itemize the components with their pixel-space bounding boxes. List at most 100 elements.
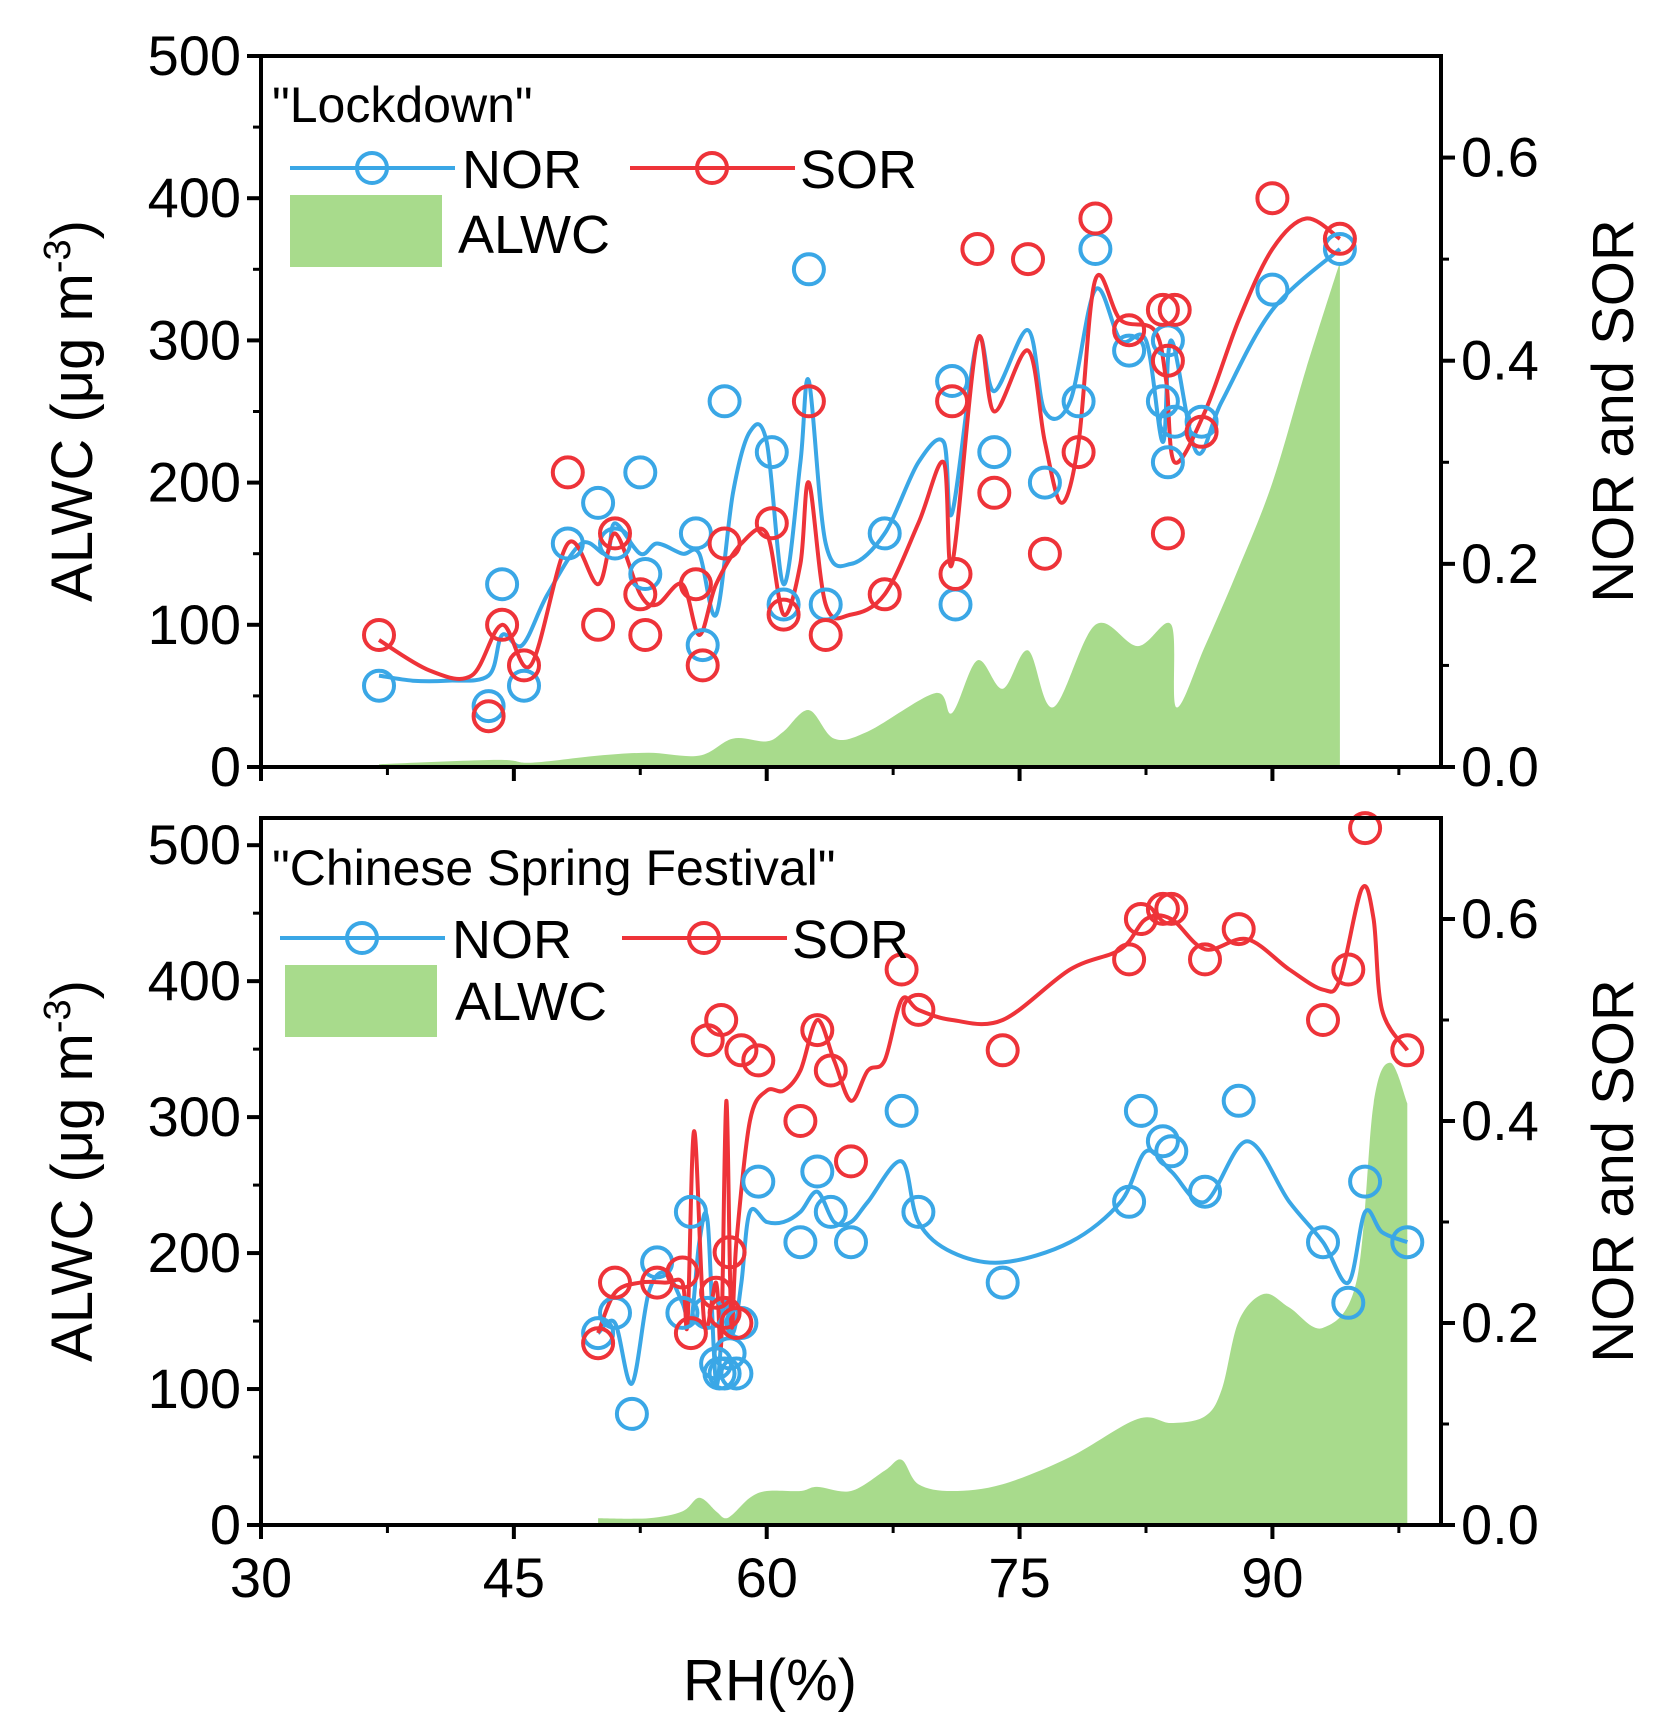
legend-nor-label: NOR (452, 910, 572, 970)
ticks-layer: 0 100 200 300 400 500 0.0 0.2 0.4 0.6 30 45 60 75 90 (148, 813, 1539, 1609)
spring-festival-panel: 0 100 200 300 400 500 0.0 0.2 0.4 0.6 30 45 60 75 90 "… (37, 811, 1646, 1609)
sor-point (813, 1053, 848, 1088)
y2-axis-title: NOR and SOR (1581, 979, 1646, 1363)
plot-frame (259, 816, 1443, 1527)
nor-point (362, 668, 396, 703)
nor-point (707, 384, 742, 419)
sor-point (1184, 414, 1219, 449)
sor-point (598, 516, 632, 551)
y-tick-label: 0 (210, 735, 241, 798)
sor-point (766, 597, 801, 632)
nor-point (977, 435, 1012, 470)
y2-tick-label: 0.4 (1461, 329, 1539, 392)
nor-point (1112, 1184, 1147, 1219)
sor-point (678, 567, 713, 602)
y-tick-label: 400 (148, 166, 241, 229)
sor-point (598, 1265, 632, 1300)
sor-point (1078, 201, 1113, 236)
sor-point (628, 618, 663, 652)
point-layer (581, 811, 1425, 1431)
nor-point (813, 1194, 848, 1229)
nor-point (471, 689, 506, 724)
sor-point (834, 1144, 868, 1179)
sor-point (673, 1316, 708, 1351)
sor-point (1390, 1033, 1425, 1068)
panel-title: "Lockdown" (272, 77, 533, 133)
sor-point (938, 557, 973, 591)
legend-nor-marker (345, 921, 379, 955)
nor-point (884, 1093, 919, 1128)
sor-point (783, 1104, 818, 1138)
legend-nor-label: NOR (462, 140, 582, 200)
nor-point (1188, 1174, 1222, 1209)
y2-tick-label: 0.2 (1461, 1291, 1539, 1354)
y2-tick-label: 0.6 (1461, 887, 1539, 950)
sor-point (1011, 242, 1045, 277)
sor-point (1348, 811, 1383, 846)
sor-point (741, 1043, 776, 1078)
y-axis-title: ALWC (μg m-3) (37, 220, 105, 602)
alwc-area (598, 1062, 1408, 1525)
sor-point (867, 577, 902, 612)
y-tick-label: 300 (148, 1085, 241, 1148)
nor-point (935, 364, 970, 398)
sor-point (1061, 435, 1096, 470)
nor-point (485, 567, 520, 602)
sor-point (1306, 1003, 1340, 1037)
nor-point (1112, 333, 1147, 368)
x-axis-title: RH(%) (683, 1648, 857, 1713)
nor-curve (378, 247, 1342, 684)
nor-point (800, 1154, 835, 1189)
sor-point (1331, 952, 1366, 987)
curve-layer (377, 216, 1342, 684)
panel-title: "Chinese Spring Festival" (272, 840, 836, 896)
sor-point (707, 526, 742, 561)
legend-alwc-swatch (285, 965, 437, 1037)
y2-tick-label: 0.0 (1461, 1493, 1539, 1556)
alwc-area-layer (379, 262, 1340, 767)
x-tick-label: 45 (483, 1546, 545, 1609)
nor-point (581, 1316, 616, 1351)
sor-point (724, 1033, 759, 1068)
nor-point (901, 1194, 936, 1229)
sor-point (977, 475, 1012, 510)
y-tick-label: 200 (148, 451, 241, 514)
sor-point (623, 577, 658, 612)
nor-point (507, 668, 541, 703)
nor-point (754, 435, 789, 470)
sor-point (699, 1275, 734, 1310)
sor-point (507, 648, 541, 683)
sor-point (1221, 912, 1256, 947)
x-tick-label: 75 (988, 1546, 1050, 1609)
nor-point (707, 1356, 742, 1391)
nor-point (1154, 1134, 1189, 1169)
nor-point (1078, 232, 1113, 266)
nor-point (1348, 1164, 1383, 1199)
nor-point (938, 587, 973, 622)
nor-point (867, 516, 902, 551)
sor-point (1322, 221, 1357, 256)
nor-point (1255, 272, 1290, 307)
nor-point (673, 1194, 708, 1229)
sor-point (1112, 313, 1147, 348)
nor-point (685, 628, 720, 663)
legend-sor-label: SOR (800, 140, 917, 200)
x-tick-label: 60 (736, 1546, 798, 1609)
sor-point (808, 618, 843, 652)
sor-point (712, 1235, 747, 1270)
sor-point (791, 384, 826, 419)
nor-point (623, 455, 658, 490)
nor-point (741, 1164, 776, 1199)
sor-point (550, 455, 585, 490)
nor-point (1123, 1093, 1158, 1128)
nor-point (1184, 404, 1219, 439)
nor-point (1027, 465, 1062, 500)
nor-point (719, 1356, 754, 1391)
sor-point (1150, 343, 1185, 378)
sor-point (1112, 942, 1147, 977)
nor-point (766, 587, 801, 622)
sor-point (754, 506, 789, 541)
sor-point (935, 384, 970, 419)
point-layer (362, 181, 1357, 734)
nor-point (985, 1265, 1020, 1300)
